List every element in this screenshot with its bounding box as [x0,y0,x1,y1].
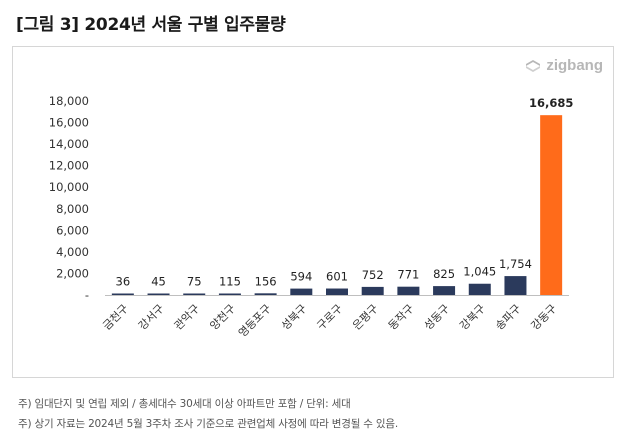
data-label: 594 [290,270,312,284]
x-tick-label: 강동구 [529,302,560,333]
y-tick-label: - [85,288,89,302]
bar [111,293,134,295]
data-label: 1,754 [499,257,532,271]
data-label: 75 [187,275,202,289]
data-label: 825 [433,267,455,281]
bar [504,276,527,295]
x-tick-label: 강서구 [136,302,167,333]
data-label: 45 [151,275,166,289]
footnote-1: 주) 임대단지 및 연립 제외 / 총세대수 30세대 이상 아파트만 포함 /… [18,398,351,410]
data-label: 771 [397,268,419,282]
x-tick-label: 은평구 [350,302,381,333]
x-tick-label: 영등포구 [236,302,274,340]
zigbang-logo: zigbang [524,57,603,74]
footnote-2: 주) 상기 자료는 2024년 5월 3주차 조사 기준으로 관련업체 사정에 … [18,418,398,430]
x-tick-label: 구로구 [314,302,345,333]
bar-chart: - 2,000 4,000 6,000 8,000 10,000 12,000 14,000 1… [49,94,574,340]
bar [468,283,491,295]
footnotes: 주) 임대단지 및 연립 제외 / 총세대수 30세대 이상 아파트만 포함 /… [18,394,398,434]
x-tick-label: 성동구 [422,302,453,333]
data-label: 36 [116,275,131,289]
y-tick-label: 8,000 [56,202,89,216]
data-label: 115 [219,275,241,289]
x-tick-label: 관악구 [172,302,203,333]
x-tick-label: 강북구 [457,302,488,333]
y-tick-label: 4,000 [56,245,89,259]
y-tick-label: 10,000 [49,180,89,194]
y-tick-label: 12,000 [49,159,89,173]
bar [218,293,241,295]
bar [540,115,563,295]
data-label: 16,685 [529,96,573,110]
zigbang-logo-icon [526,59,541,72]
x-tick-label: 송파구 [493,302,524,333]
y-tick-label: 6,000 [56,223,89,237]
bar [361,286,384,295]
y-tick-label: 14,000 [49,137,89,151]
x-tick-label: 동작구 [386,302,417,333]
chart-panel: zigbang - 2,000 4,000 6,000 8,000 10,000 12,00… [12,46,614,378]
bar [183,293,206,295]
chart-title: [그림 3] 2024년 서울 구별 입주물량 [16,15,286,35]
y-tick-label: 2,000 [56,266,89,280]
y-tick-label: 18,000 [49,94,89,108]
y-tick-label: 16,000 [49,116,89,130]
logo-text: zigbang [546,57,603,74]
bar [147,293,170,295]
data-label: 752 [362,268,384,282]
bar [254,293,277,295]
data-label: 156 [255,274,277,288]
x-tick-label: 양천구 [207,301,238,332]
x-tick-label: 금천구 [100,301,131,332]
data-label: 601 [326,270,348,284]
bar [397,286,420,295]
bar [433,286,456,295]
bar [290,288,313,295]
bar [326,288,348,295]
x-tick-label: 성북구 [279,302,310,333]
data-label: 1,045 [463,265,496,279]
